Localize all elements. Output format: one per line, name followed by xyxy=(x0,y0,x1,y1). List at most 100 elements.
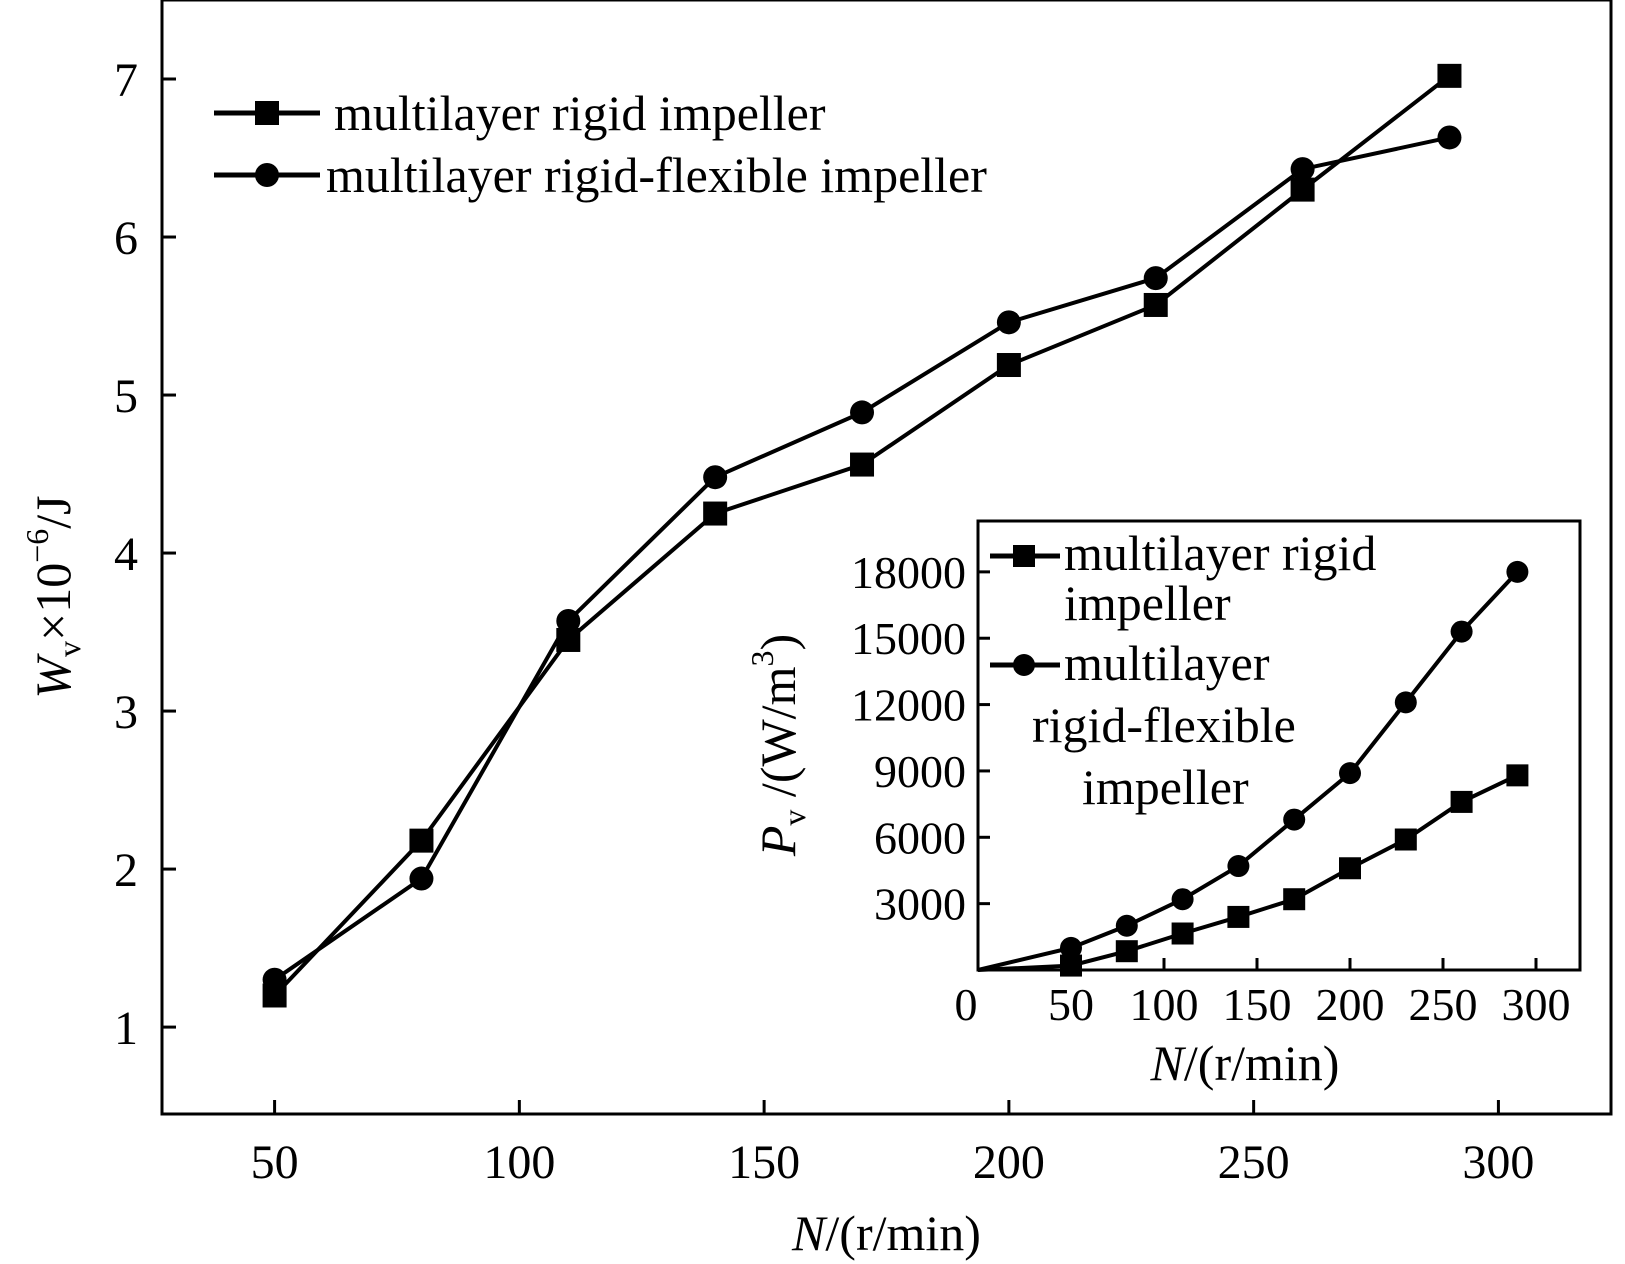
inset-legend-line-text: rigid-flexible xyxy=(1032,697,1296,753)
legend-marker-2 xyxy=(255,163,279,187)
x-tick-label: 150 xyxy=(728,1136,800,1189)
series-2-point xyxy=(1143,266,1168,291)
x-axis-unit: /(r/min) xyxy=(825,1205,981,1261)
inset-series-1-point xyxy=(1060,954,1082,977)
inset-x-tick-label: 150 xyxy=(1223,979,1292,1030)
series-2-point xyxy=(556,608,581,633)
inset-series-1-point xyxy=(1394,828,1417,851)
inset-y-axis-unit: /(W/m xyxy=(750,666,806,809)
y-tick-label: 4 xyxy=(114,528,138,581)
series-1-point xyxy=(1437,63,1462,88)
series-2-point xyxy=(409,866,434,891)
inset-x-tick-label: 200 xyxy=(1316,979,1385,1030)
inset-x-tick-label: 100 xyxy=(1130,979,1199,1030)
inset-y-axis-exponent: 3 xyxy=(744,651,780,667)
inset-legend-label-2: multilayer rigid-flexible impeller xyxy=(1032,635,1296,815)
inset-series-1-point xyxy=(1115,940,1138,963)
inset-series-1-point xyxy=(1506,764,1529,787)
x-tick-label: 250 xyxy=(1218,1136,1290,1189)
series-2-point xyxy=(262,967,287,992)
inset-y-axis-symbol: P xyxy=(750,826,806,858)
inset-legend-line-text: multilayer rigid xyxy=(1064,525,1376,581)
series-1-point xyxy=(996,353,1021,378)
inset-x-axis-title: N/(r/min) xyxy=(1150,1035,1340,1091)
y-tick-label: 1 xyxy=(114,1002,138,1055)
inset-series-2-point xyxy=(1506,560,1529,583)
series-1-point xyxy=(409,828,434,853)
inset-frame xyxy=(976,519,1582,972)
series-2-point xyxy=(996,310,1021,335)
inset-series-1-point xyxy=(1171,922,1194,945)
inset-y-axis-close: ) xyxy=(750,634,806,651)
inset-series-1-point xyxy=(1283,888,1306,911)
inset-y-tick-label: 6000 xyxy=(874,812,966,863)
inset-series-line-1 xyxy=(977,773,1519,972)
inset-legend-marker-2 xyxy=(1013,654,1035,676)
inset-y-tick-label: 9000 xyxy=(874,746,966,797)
y-axis-multiplier: ×10 xyxy=(25,563,81,641)
inset-x-axis-unit: /(r/min) xyxy=(1184,1035,1340,1091)
series-1-point xyxy=(850,452,875,477)
series-2-point xyxy=(1437,125,1462,150)
series-2-point xyxy=(850,400,875,425)
inset-y-axis-subscript: v xyxy=(776,810,812,826)
y-tick-label: 6 xyxy=(114,212,138,265)
inset-series-2-point xyxy=(1394,691,1417,714)
legend-label-1: multilayer rigid impeller xyxy=(334,85,826,141)
x-tick-label: 300 xyxy=(1462,1136,1534,1189)
main-plot-frame xyxy=(160,0,1613,1116)
inset-legend-marker-1 xyxy=(1013,545,1035,567)
inset-x-axis-symbol: N xyxy=(1150,1035,1187,1091)
inset-series-2-point xyxy=(1339,762,1361,785)
series-1-point xyxy=(1290,177,1315,202)
inset-plot: 0 50 100 150 200 250 300 3000 6000 9000 12000 15000… xyxy=(744,519,1584,1098)
inset-x-tick-label: 300 xyxy=(1502,979,1571,1030)
inset-legend-line-text: impeller xyxy=(1082,759,1249,815)
inset-series-1-point xyxy=(1227,905,1250,928)
inset-series-1-point xyxy=(1339,857,1361,880)
inset-legend-line-text: impeller xyxy=(1064,575,1231,631)
y-tick-label: 7 xyxy=(114,54,138,107)
inset-y-tick-label: 18000 xyxy=(851,547,966,598)
y-axis-unit: /J xyxy=(25,495,81,528)
x-axis-symbol: N xyxy=(791,1205,828,1261)
inset-series-2-point xyxy=(1450,620,1473,643)
inset-series-1-point xyxy=(1450,790,1473,813)
inset-y-axis-title: Pv /(W/m3) xyxy=(744,634,812,857)
x-axis-title: N/(r/min) xyxy=(791,1205,981,1261)
inset-series-2-point xyxy=(1283,808,1306,831)
y-axis-title: Wv×10−6/J xyxy=(19,495,87,698)
inset-x-tick-label: 250 xyxy=(1409,979,1478,1030)
inset-series-2-point xyxy=(1115,914,1138,937)
inset-series-line-2 xyxy=(977,570,1519,972)
y-axis-symbol: W xyxy=(25,653,81,699)
series-1-point xyxy=(703,501,728,526)
inset-series-2-point xyxy=(1060,936,1082,959)
inset-legend-label-1: multilayer rigid impeller xyxy=(1064,525,1376,631)
x-tick-label: 50 xyxy=(251,1136,299,1189)
main-plot: 50 100 150 200 250 3001234567N/(r/min)Wv×10−6… xyxy=(19,0,1613,1261)
y-axis-subscript: v xyxy=(51,641,87,657)
inset-background xyxy=(974,519,1584,1098)
x-tick-label: 100 xyxy=(483,1136,555,1189)
y-tick-label: 2 xyxy=(114,844,138,897)
series-1-point xyxy=(1143,292,1168,317)
inset-y-tick-label: 15000 xyxy=(851,613,966,664)
legend-label-2: multilayer rigid-flexible impeller xyxy=(326,147,987,203)
y-tick-label: 5 xyxy=(114,370,138,423)
y-tick-label: 3 xyxy=(114,686,138,739)
inset-y-tick-label: 12000 xyxy=(851,680,966,731)
inset-series-2-point xyxy=(1171,888,1194,911)
legend-marker-1 xyxy=(255,101,279,125)
x-tick-label: 200 xyxy=(973,1136,1045,1189)
inset-y-tick-label: 3000 xyxy=(874,879,966,930)
inset-series-2-point xyxy=(1227,855,1250,878)
series-2-point xyxy=(1290,157,1315,182)
series-2-point xyxy=(703,465,728,490)
inset-x-tick-label: 50 xyxy=(1048,979,1094,1030)
inset-legend-line-text: multilayer xyxy=(1064,635,1270,691)
y-axis-exponent: −6 xyxy=(19,529,55,563)
inset-x-tick-label: 0 xyxy=(955,979,978,1030)
